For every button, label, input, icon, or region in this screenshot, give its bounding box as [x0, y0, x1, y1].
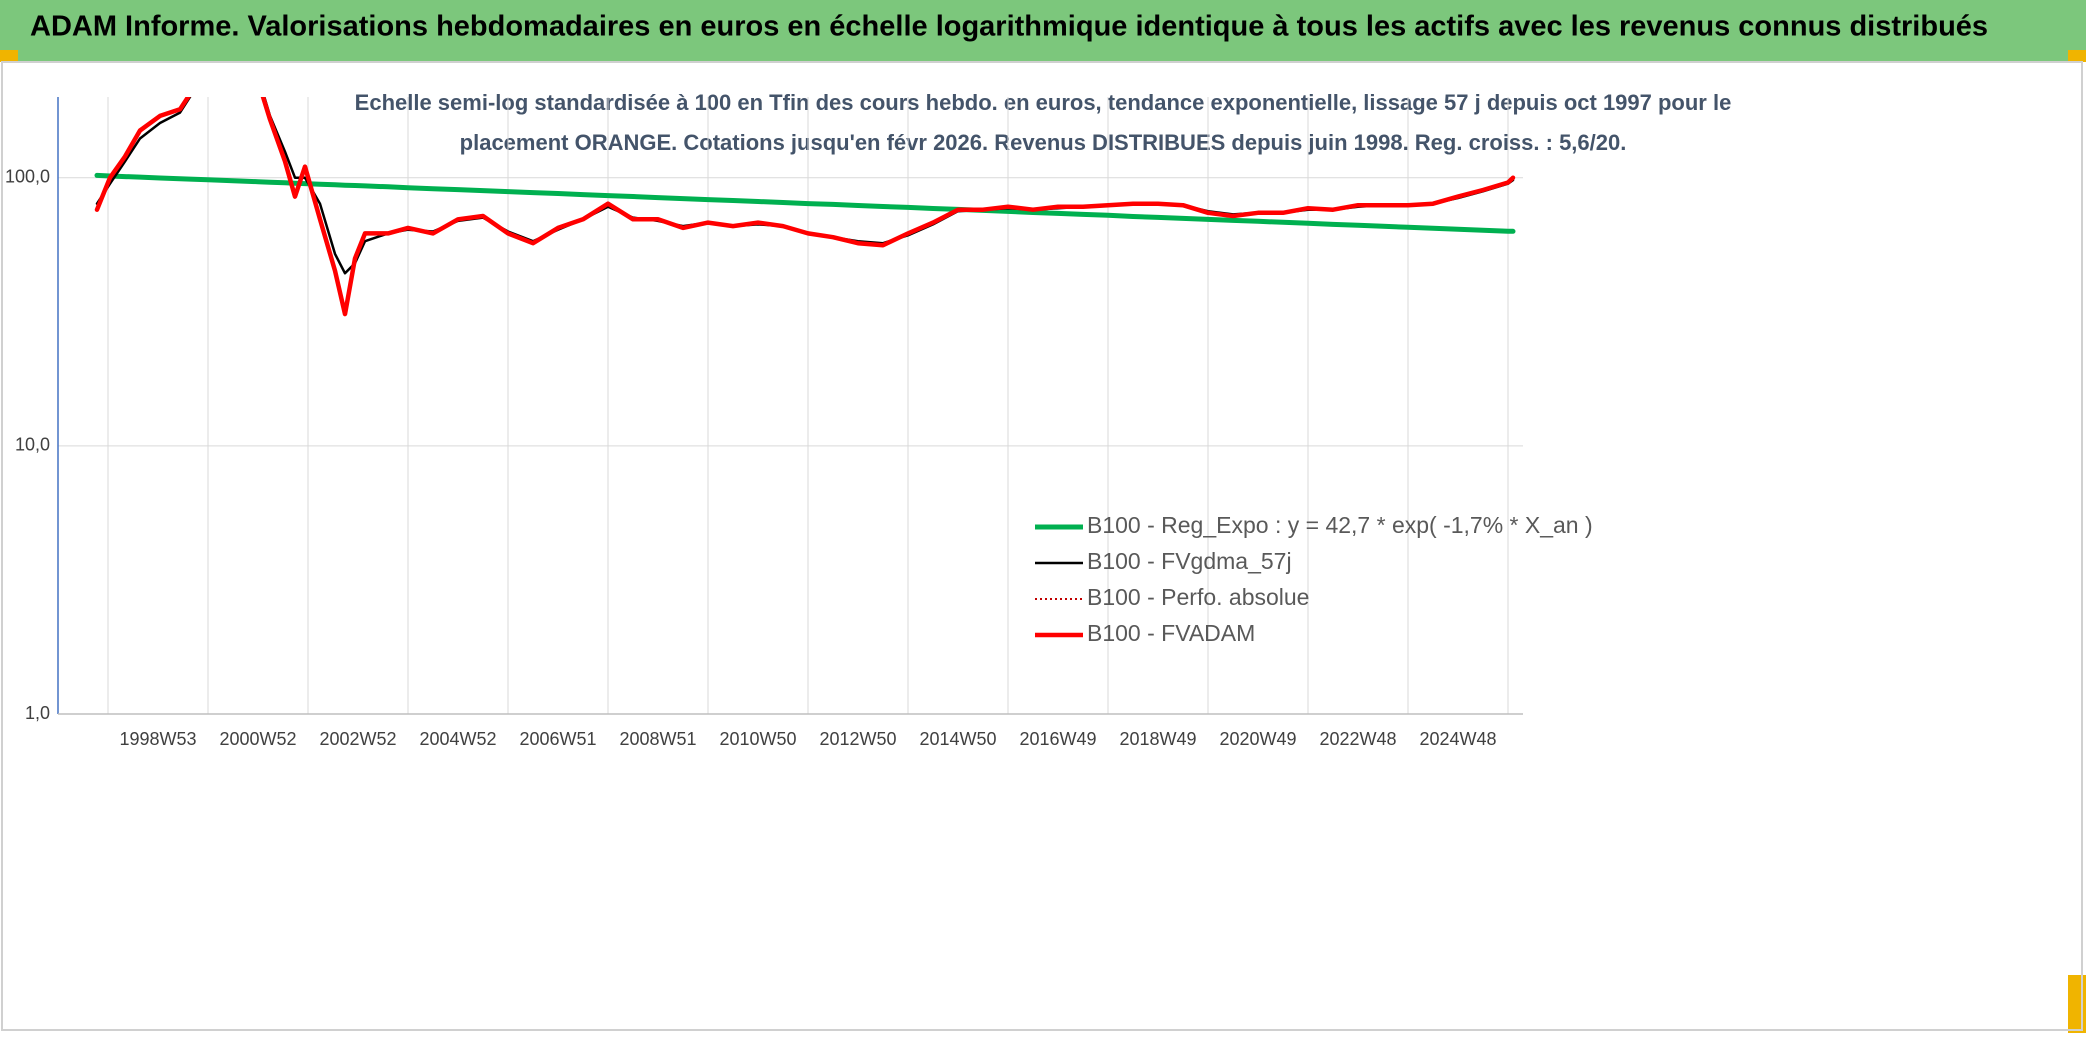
series-line	[94, 97, 1516, 317]
x-tick-label: 2024W48	[1419, 729, 1496, 749]
series-line	[94, 172, 1516, 234]
chart-subtitle: Echelle semi-log standardisée à 100 en T…	[355, 90, 1732, 115]
chart-title: ADAM Informe. Valorisations hebdomadaire…	[30, 11, 1988, 43]
x-tick-label: 2010W50	[719, 729, 796, 749]
corner-mark	[0, 50, 18, 62]
x-tick-label: 2002W52	[319, 729, 396, 749]
y-tick-label: 10,0	[15, 435, 50, 455]
legend-label: B100 - FVgdma_57j	[1087, 548, 1292, 574]
x-tick-label: 2004W52	[419, 729, 496, 749]
legend: B100 - Reg_Expo : y = 42,7 * exp( -1,7% …	[1035, 512, 1593, 646]
x-tick-label: 2022W48	[1319, 729, 1396, 749]
y-tick-label: 100,0	[5, 166, 50, 186]
corner-mark	[2068, 975, 2086, 1033]
chart-subtitle: placement ORANGE. Cotations jusqu'en fév…	[460, 130, 1627, 155]
y-tick-label: 1,0	[25, 703, 50, 723]
axes: 1,0 10,0 100,0 1998W53 2000W52 2002W52 2004W52…	[5, 97, 1523, 749]
x-tick-label: 2000W52	[219, 729, 296, 749]
title-bar	[0, 0, 2086, 62]
x-tick-label: 1998W53	[119, 729, 196, 749]
plot-area	[94, 97, 1516, 317]
legend-label: B100 - Reg_Expo : y = 42,7 * exp( -1,7% …	[1087, 512, 1593, 538]
corner-mark	[2068, 50, 2086, 62]
x-tick-label: 2014W50	[919, 729, 996, 749]
panel-border	[1, 61, 2083, 1031]
legend-label: B100 - Perfo. absolue	[1087, 584, 1309, 610]
x-tick-label: 2012W50	[819, 729, 896, 749]
x-tick-label: 2018W49	[1119, 729, 1196, 749]
legend-label: B100 - FVADAM	[1087, 620, 1255, 646]
x-tick-label: 2006W51	[519, 729, 596, 749]
x-tick-label: 2020W49	[1219, 729, 1296, 749]
x-tick-label: 2008W51	[619, 729, 696, 749]
x-tick-label: 2016W49	[1019, 729, 1096, 749]
